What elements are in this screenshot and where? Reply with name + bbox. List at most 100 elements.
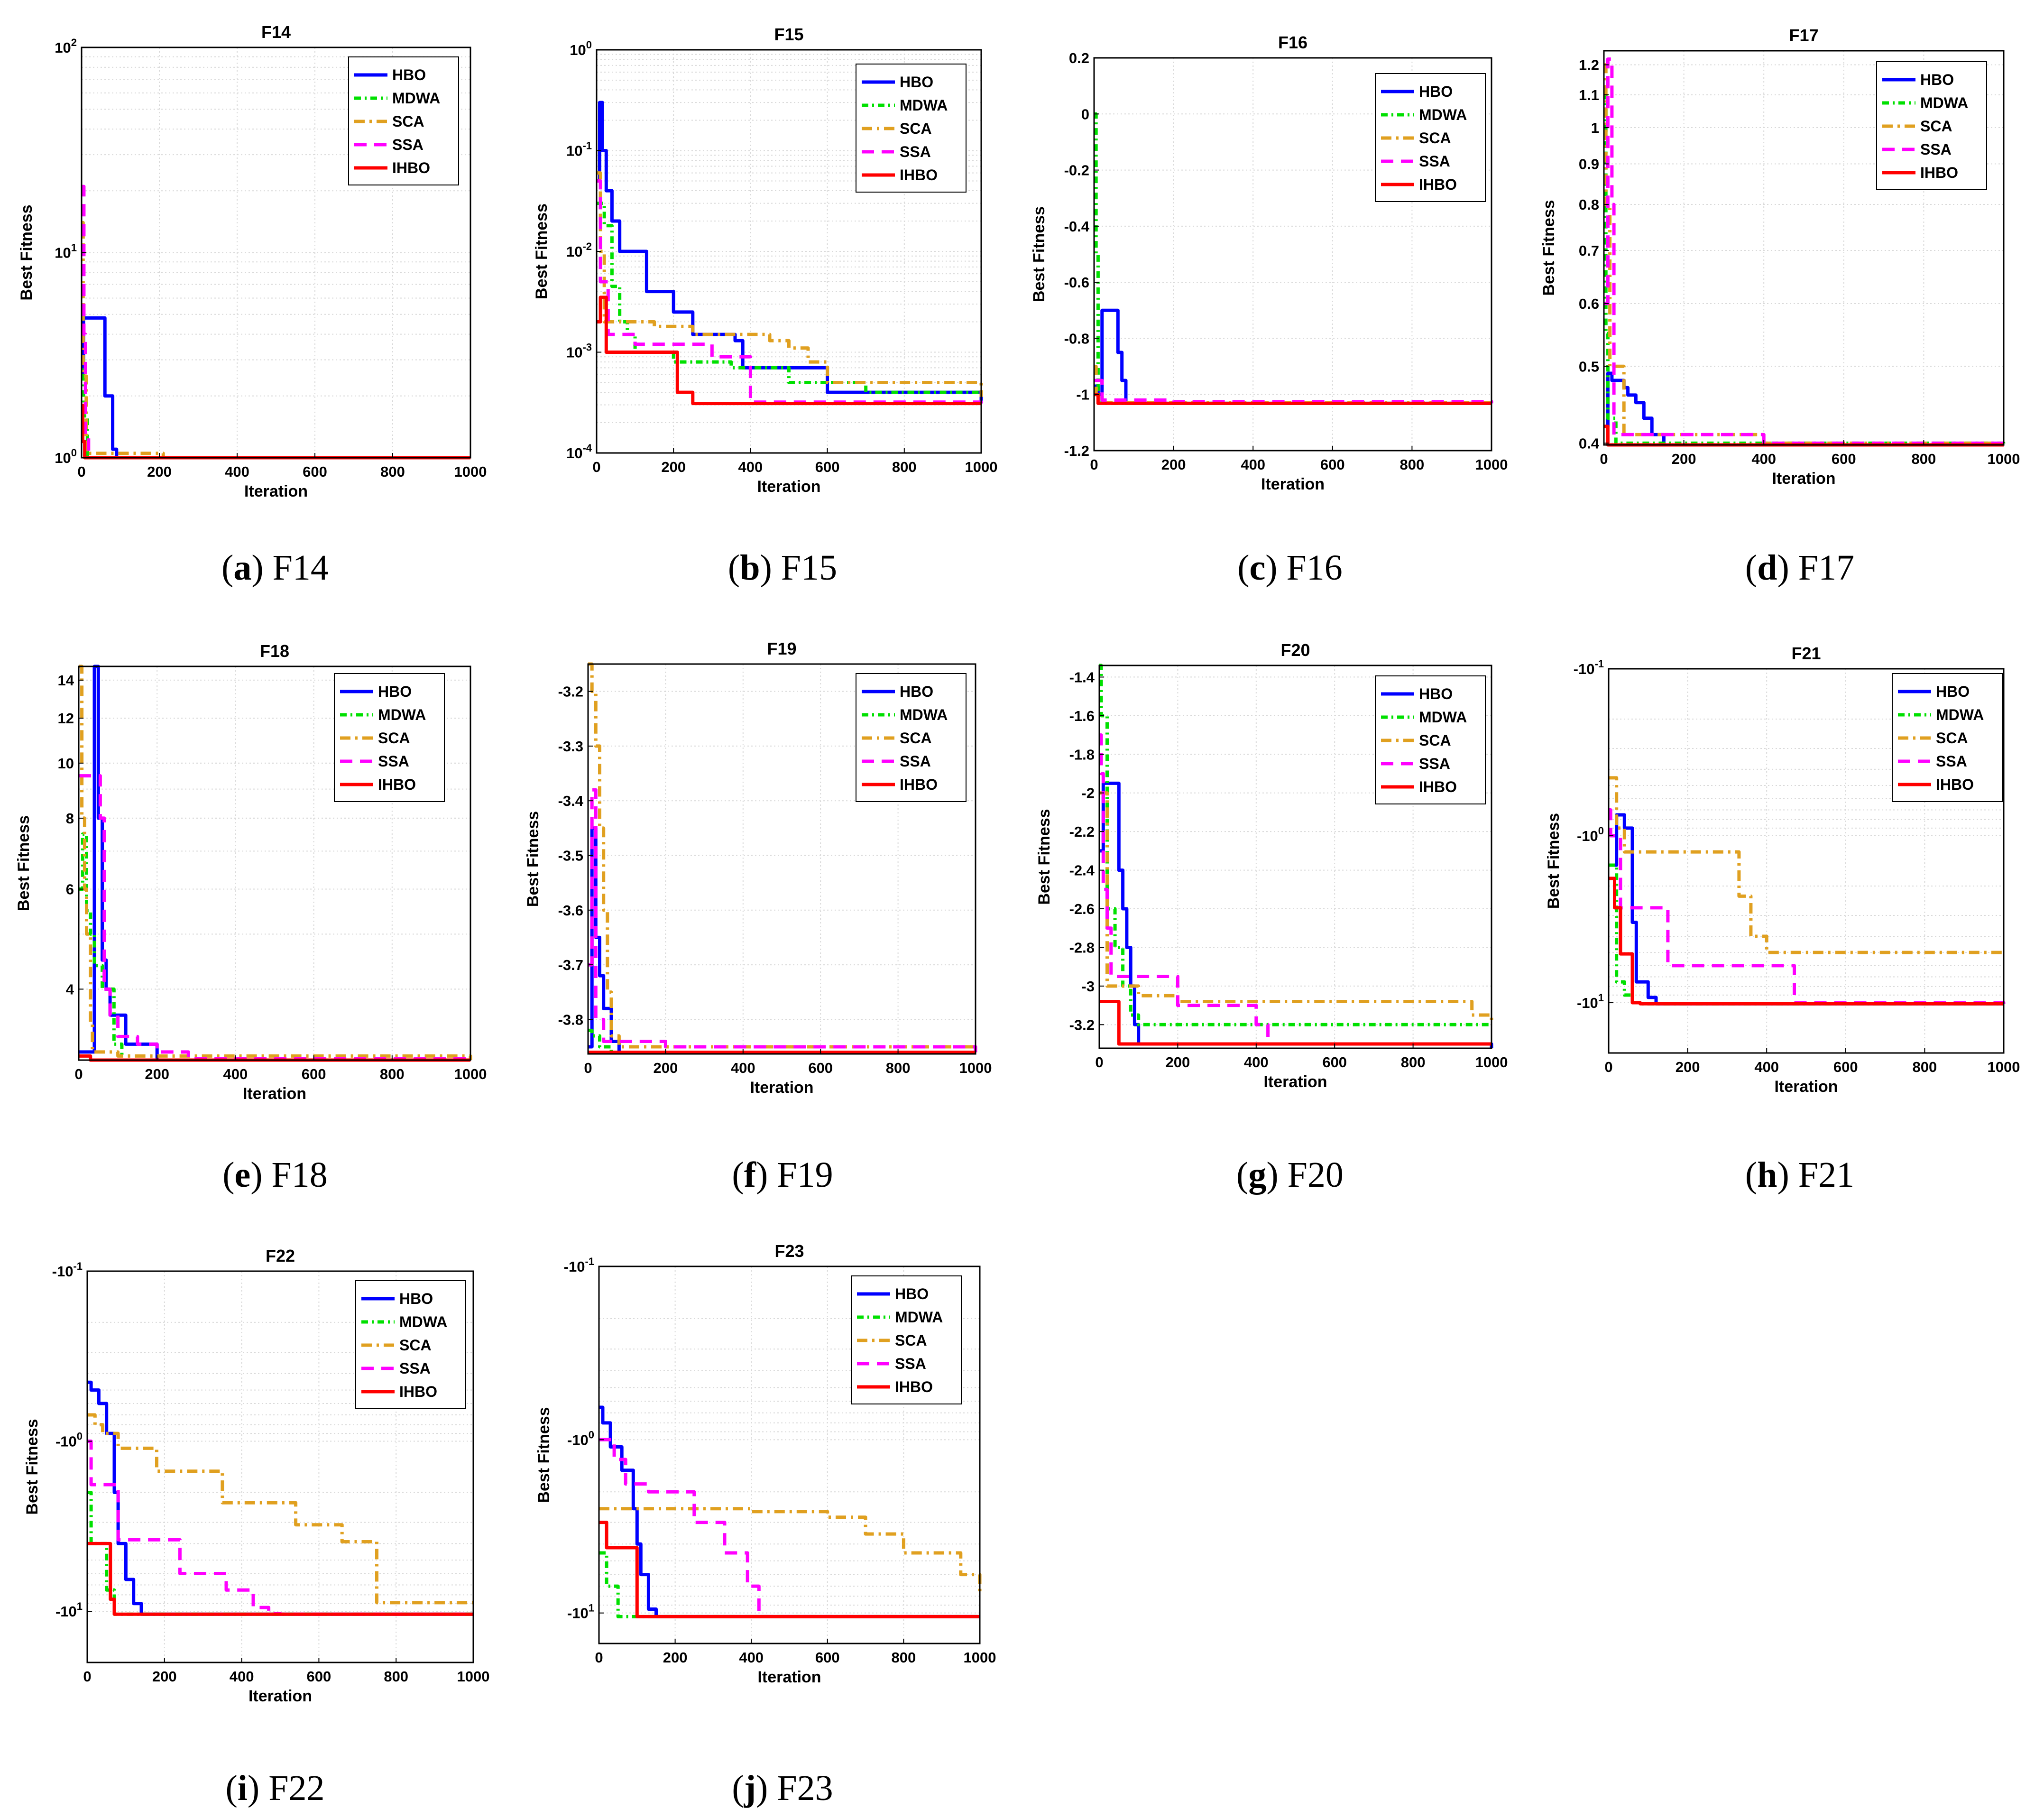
series-line-ihbo [597, 295, 981, 406]
x-tick-label: 600 [815, 459, 840, 475]
legend-label-sca: SCA [1936, 729, 1968, 747]
y-axis-label: Best Fitness [1540, 200, 1558, 295]
x-tick-label: 800 [886, 1060, 911, 1076]
plot-frame [1603, 50, 2005, 446]
panel-caption: (h) F21 [1745, 1155, 1854, 1195]
chart-panel-F15: 0 200 400 600 800 1000 10-4 10-3 10-2 10-1 100 F15 I… [533, 25, 997, 496]
y-tick-label: 10-1 [566, 140, 592, 159]
chart-title: F16 [1278, 33, 1307, 52]
x-tick-label: 200 [1166, 1054, 1190, 1071]
x-tick-label: 200 [663, 1649, 688, 1666]
plot-frame [86, 1270, 474, 1663]
y-axis-label: Best Fitness [15, 815, 33, 911]
legend-label-sca: SCA [1920, 118, 1952, 135]
series-line-hbo [87, 1380, 473, 1616]
legend-label-mdwa: MDWA [1920, 94, 1968, 111]
y-tick-label: 0 [1081, 106, 1089, 122]
legend-box [1375, 73, 1486, 202]
series-line-ssa [79, 774, 472, 1060]
x-tick-label: 0 [83, 1668, 91, 1685]
legend-label-ihbo: IHBO [1936, 776, 1974, 793]
x-tick-label: 0 [74, 1066, 83, 1082]
legend-label-mdwa: MDWA [900, 97, 948, 114]
legend-label-ihbo: IHBO [378, 776, 416, 793]
legend-label-ssa: SSA [399, 1360, 431, 1377]
series-line-sca [87, 1413, 473, 1605]
legend-label-sca: SCA [895, 1332, 927, 1349]
legend: HBO MDWA SCA SSA IHBO [1375, 675, 1486, 804]
legend: HBO MDWA SCA SSA IHBO [1375, 73, 1486, 202]
chart-panel-F23: 0 200 400 600 800 1000 -10-1 -100 -101 F23 Iterati… [535, 1241, 996, 1686]
series-line-sca [79, 665, 472, 1060]
legend-label-ihbo: IHBO [1419, 176, 1457, 193]
legend-label-sca: SCA [1419, 732, 1451, 749]
legend-box [1375, 675, 1486, 804]
legend: HBO MDWA SCA SSA IHBO [856, 673, 967, 802]
x-axis-label: Iteration [757, 1668, 821, 1686]
x-tick-label: 600 [1320, 456, 1345, 473]
legend-label-mdwa: MDWA [1419, 709, 1467, 726]
y-tick-label: -0.6 [1064, 274, 1089, 291]
legend-label-hbo: HBO [1936, 683, 1970, 700]
legend-label-hbo: HBO [900, 74, 933, 91]
x-axis-label: Iteration [1772, 470, 1835, 488]
x-tick-label: 0 [584, 1060, 592, 1076]
chart-panel-F19: 0 200 400 600 800 1000 -3.8 -3.7 -3.6 -3.5 -3.4 -3.… [524, 639, 992, 1097]
x-tick-label: 800 [1401, 1054, 1426, 1071]
legend-box [1892, 673, 2003, 802]
legend-label-hbo: HBO [900, 683, 933, 700]
x-tick-label: 600 [1322, 1054, 1347, 1071]
y-tick-label: -0.2 [1064, 162, 1089, 179]
y-tick-label: 10-4 [566, 442, 592, 462]
x-tick-label: 1000 [1988, 1059, 2020, 1075]
chart-title: F17 [1789, 26, 1818, 45]
legend-label-ssa: SSA [900, 143, 931, 160]
legend-label-ihbo: IHBO [1920, 164, 1958, 181]
legend: HBO MDWA SCA SSA IHBO [334, 673, 445, 802]
series-line-hbo [599, 1405, 980, 1618]
x-tick-label: 800 [380, 463, 405, 480]
series-line-ssa [1604, 57, 2006, 445]
legend-label-ssa: SSA [1419, 153, 1450, 170]
legend-label-mdwa: MDWA [392, 90, 440, 107]
plot-frame [78, 665, 471, 1061]
panel-caption: (b) F15 [728, 548, 837, 588]
x-tick-label: 200 [1672, 451, 1696, 467]
y-tick-label: -101 [567, 1602, 594, 1622]
x-tick-label: 1000 [1988, 451, 2020, 467]
y-tick-label: 4 [66, 981, 74, 997]
series-line-ssa [597, 179, 983, 404]
x-tick-label: 200 [1161, 456, 1186, 473]
x-tick-label: 200 [152, 1668, 177, 1685]
y-tick-label: 100 [570, 39, 592, 58]
series-line-hbo [597, 101, 983, 401]
y-axis-label: Best Fitness [533, 203, 551, 299]
legend-label-hbo: HBO [1419, 685, 1453, 702]
x-tick-label: 600 [1832, 451, 1856, 467]
legend-label-ssa: SSA [1419, 755, 1450, 772]
series-line-ihbo [1609, 877, 2004, 1006]
legend-label-ssa: SSA [392, 136, 424, 153]
y-tick-label: -2 [1081, 785, 1095, 802]
x-tick-label: 600 [815, 1649, 840, 1666]
y-tick-label: -10-1 [1574, 658, 1604, 677]
x-tick-label: 0 [595, 1649, 603, 1666]
y-tick-label: -0.8 [1064, 330, 1089, 347]
y-tick-label: 12 [58, 710, 74, 727]
y-tick-label: -1.2 [1064, 443, 1089, 459]
legend: HBO MDWA SCA SSA IHBO [856, 64, 967, 193]
series-line-hbo [1099, 781, 1493, 1048]
legend-label-sca: SCA [399, 1337, 432, 1354]
x-tick-label: 800 [380, 1066, 405, 1082]
x-tick-label: 400 [731, 1060, 755, 1076]
y-axis-label: Best Fitness [1035, 809, 1053, 905]
legend-label-hbo: HBO [895, 1285, 929, 1302]
x-tick-label: 400 [1244, 1054, 1269, 1071]
legend-label-sca: SCA [378, 729, 410, 747]
x-tick-label: 0 [592, 459, 600, 475]
y-tick-label: 1 [1591, 120, 1599, 136]
chart-panel-F16: 0 200 400 600 800 1000 -1.2 -1 -0.8 -0.6 -0.4 -0.2 0… [1030, 33, 1508, 493]
series-line-ssa [1099, 733, 1492, 1046]
y-axis-label: Best Fitness [1545, 813, 1563, 909]
